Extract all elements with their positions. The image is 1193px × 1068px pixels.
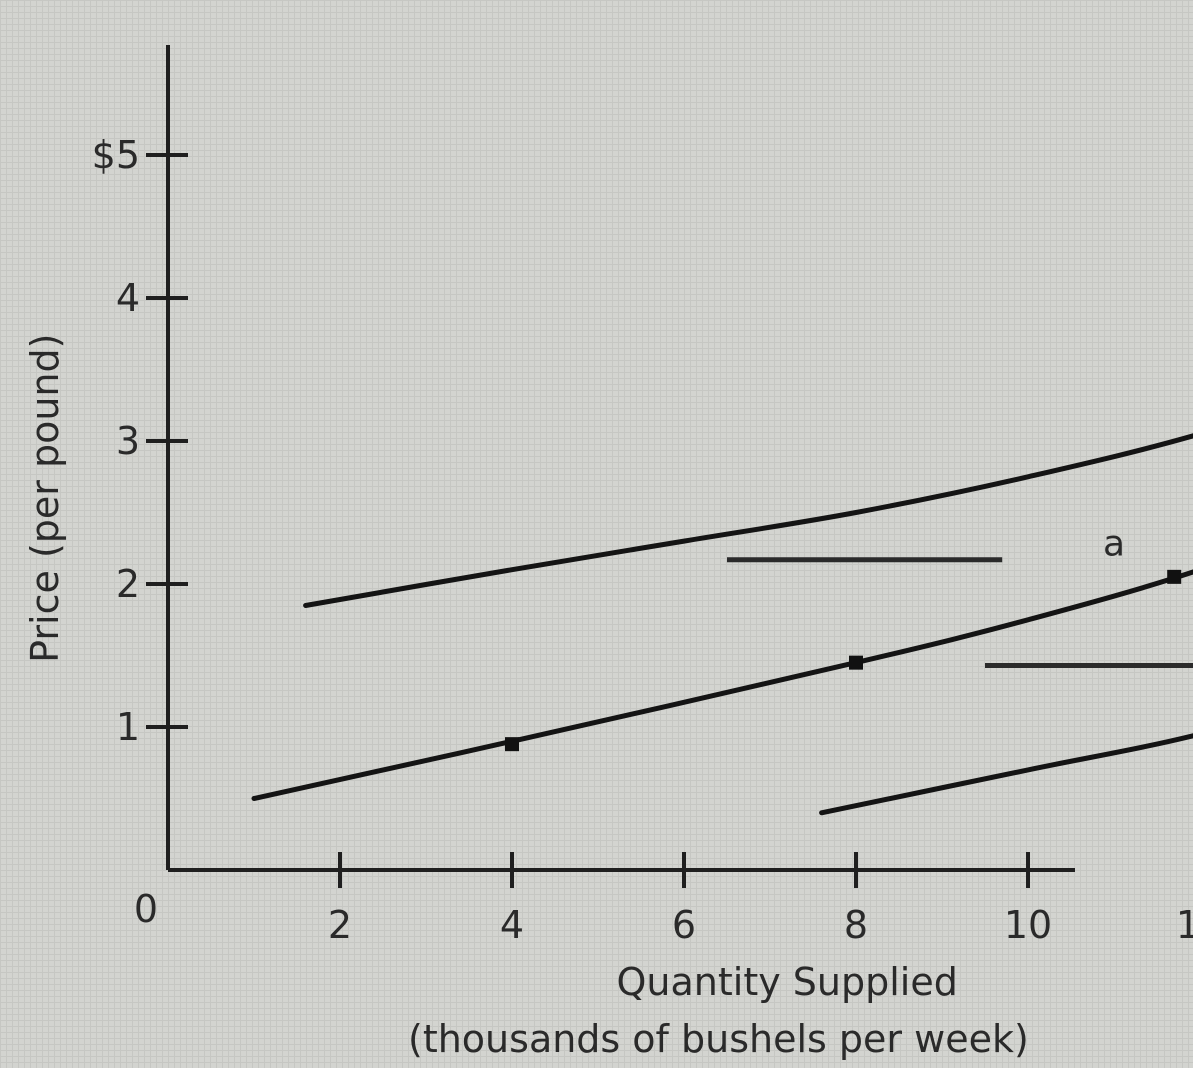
supply-curves [251, 433, 1193, 816]
x-axis-subtitle: (thousands of bushels per week) [408, 1017, 1029, 1061]
y-tick-label: $5 [92, 133, 140, 177]
tick-marks [146, 153, 1030, 888]
y-tick-label: 2 [116, 562, 140, 606]
x-tick-label: 12 [1176, 903, 1193, 947]
curve-points [505, 569, 1182, 752]
y-tick-label: 1 [116, 705, 140, 749]
curve-point [1167, 569, 1182, 584]
supply-curve-s1 [251, 569, 1193, 801]
x-axis-title: Quantity Supplied [617, 960, 958, 1004]
shift-lines [727, 557, 1193, 669]
y-tick-label: 4 [116, 276, 140, 320]
curve-point [849, 655, 863, 670]
x-tick-label: 10 [1004, 903, 1052, 947]
x-tick-label: 6 [672, 903, 696, 947]
point-label-a: a [1103, 523, 1125, 564]
y-tick-label: 3 [116, 419, 140, 463]
origin-label: 0 [134, 887, 158, 931]
axes [166, 45, 1075, 872]
curve-point [505, 737, 519, 752]
supply-curve-s3 [303, 433, 1193, 608]
supply-curve-s2 [819, 733, 1193, 816]
x-tick-label: 2 [328, 903, 352, 947]
x-tick-label: 4 [500, 903, 524, 947]
y-axis-title: Price (per pound) [23, 334, 67, 663]
x-tick-label: 8 [844, 903, 868, 947]
